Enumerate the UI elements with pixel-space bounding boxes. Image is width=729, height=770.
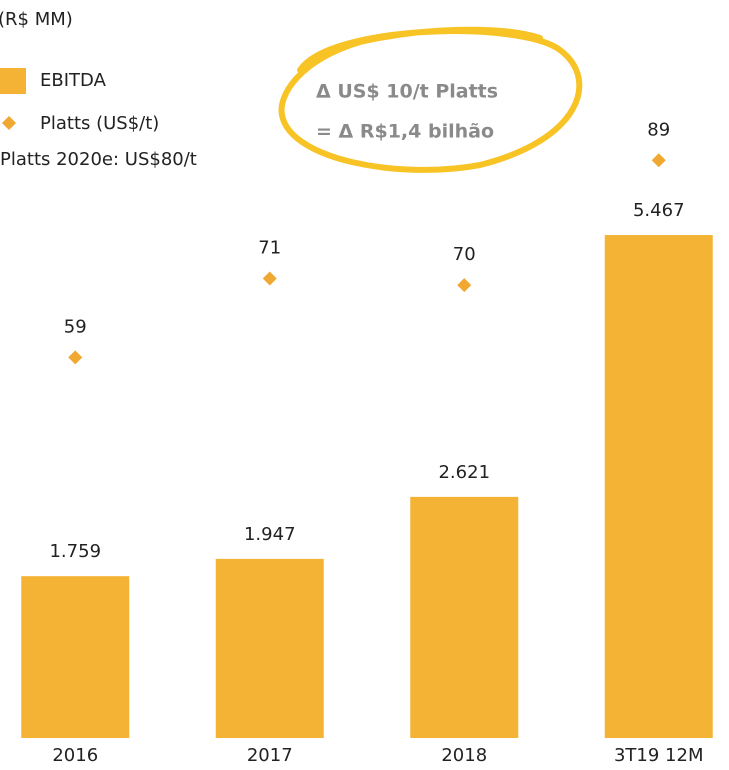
bar bbox=[410, 496, 519, 738]
x-tick-label: 3T19 12M bbox=[614, 745, 704, 766]
highlight-ellipse bbox=[278, 26, 583, 173]
data-label: 71 bbox=[258, 238, 281, 259]
bar bbox=[21, 576, 130, 738]
legend-label: EBITDA bbox=[40, 70, 107, 91]
data-label: 59 bbox=[64, 316, 87, 337]
data-label: 1.947 bbox=[244, 524, 296, 545]
annotation: Δ US$ 10/t Platts bbox=[316, 81, 498, 103]
data-label: 70 bbox=[453, 244, 476, 265]
bar bbox=[604, 235, 713, 738]
data-label: 2.621 bbox=[438, 462, 490, 483]
legend-label: Platts (US$/t) bbox=[40, 113, 159, 134]
x-tick-label: 2016 bbox=[52, 745, 98, 766]
diamond-marker bbox=[457, 278, 472, 293]
legend-swatch bbox=[0, 68, 26, 94]
data-label: 89 bbox=[647, 119, 670, 140]
bar bbox=[215, 558, 324, 738]
diamond-marker bbox=[262, 271, 277, 286]
x-tick-label: 2017 bbox=[247, 745, 293, 766]
annotation: = Δ R$1,4 bilhão bbox=[316, 121, 494, 143]
unit-label: (R$ MM) bbox=[0, 9, 73, 30]
data-label: 1.759 bbox=[49, 541, 101, 562]
x-tick-label: 2018 bbox=[441, 745, 487, 766]
legend-marker bbox=[2, 116, 16, 130]
diamond-marker bbox=[651, 153, 666, 168]
data-label: 5.467 bbox=[633, 200, 685, 221]
annotation: Platts 2020e: US$80/t bbox=[0, 149, 197, 170]
diamond-marker bbox=[68, 350, 83, 365]
